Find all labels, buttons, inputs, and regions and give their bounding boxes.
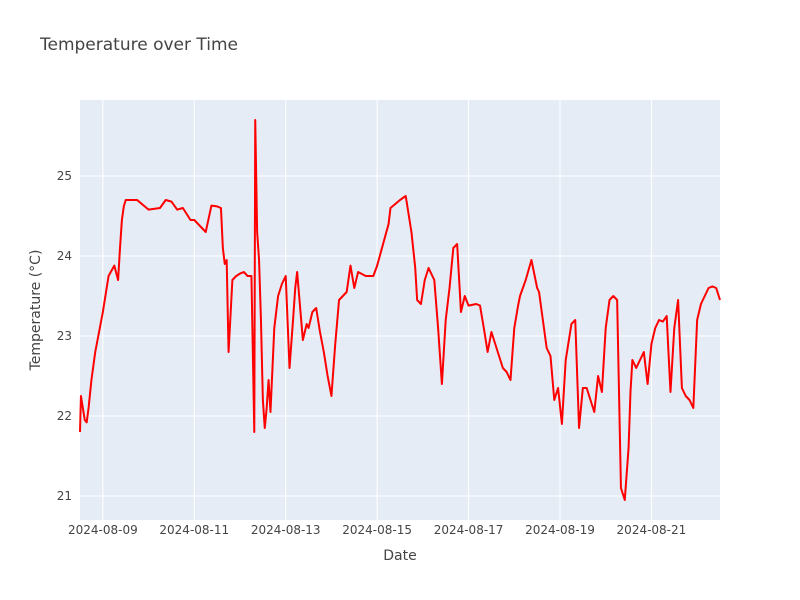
x-tick-label: 2024-08-13 (251, 523, 321, 537)
x-tick-label: 2024-08-11 (159, 523, 229, 537)
x-tick-label: 2024-08-19 (525, 523, 595, 537)
series-layer (79, 119, 721, 501)
plot-area[interactable] (80, 100, 720, 520)
y-tick-label: 21 (57, 489, 72, 503)
x-tick-label: 2024-08-21 (617, 523, 687, 537)
y-tick-label: 24 (57, 249, 72, 263)
x-axis-title: Date (383, 548, 416, 564)
y-axis-title: Temperature (°C) (28, 250, 44, 372)
y-axis-ticks: 21 22 23 24 25 (57, 169, 72, 503)
y-tick-label: 22 (57, 409, 72, 423)
y-tick-label: 25 (57, 169, 72, 183)
chart-title: Temperature over Time (39, 35, 238, 55)
x-tick-label: 2024-08-09 (68, 523, 138, 537)
temperature-line[interactable] (79, 119, 721, 501)
x-axis-ticks: 2024-08-09 2024-08-11 2024-08-13 2024-08-15… (68, 523, 686, 537)
x-tick-label: 2024-08-15 (342, 523, 412, 537)
y-gridlines (80, 175, 720, 497)
x-tick-label: 2024-08-17 (434, 523, 504, 537)
y-tick-label: 23 (57, 329, 72, 343)
